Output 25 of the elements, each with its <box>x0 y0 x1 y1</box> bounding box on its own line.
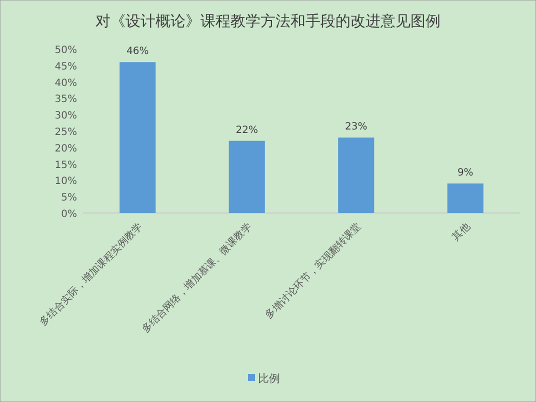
legend: 比例 <box>248 372 280 385</box>
y-tick-label: 30% <box>54 110 77 122</box>
data-label: 46% <box>126 46 149 58</box>
y-tick-label: 25% <box>54 127 77 138</box>
y-tick-label: 50% <box>54 45 77 56</box>
y-tick-label: 45% <box>54 61 77 72</box>
legend-label: 比例 <box>258 372 280 385</box>
bar <box>228 140 265 213</box>
y-tick-label: 20% <box>54 143 77 154</box>
x-tick-label: 多增讨论环节，实现翻转课堂 <box>262 220 364 322</box>
y-tick-label: 10% <box>54 176 77 188</box>
y-tick-label: 5% <box>61 192 77 204</box>
data-label: 23% <box>345 122 368 133</box>
data-label: 22% <box>236 124 258 136</box>
x-tick-label: 其他 <box>450 220 472 244</box>
bar <box>447 183 484 213</box>
chart-title: 对《设计概论》课程教学方法和手段的改进意见图例 <box>96 12 440 30</box>
bar <box>120 62 156 213</box>
x-tick-label: 多结合网络，增加慕课、微课教学 <box>139 220 254 336</box>
y-tick-label: 35% <box>54 94 77 106</box>
y-tick-label: 15% <box>54 160 77 171</box>
bar <box>338 138 374 213</box>
y-tick-label: 40% <box>54 78 77 89</box>
data-label: 9% <box>457 167 474 178</box>
y-tick-label: 0% <box>61 209 77 220</box>
